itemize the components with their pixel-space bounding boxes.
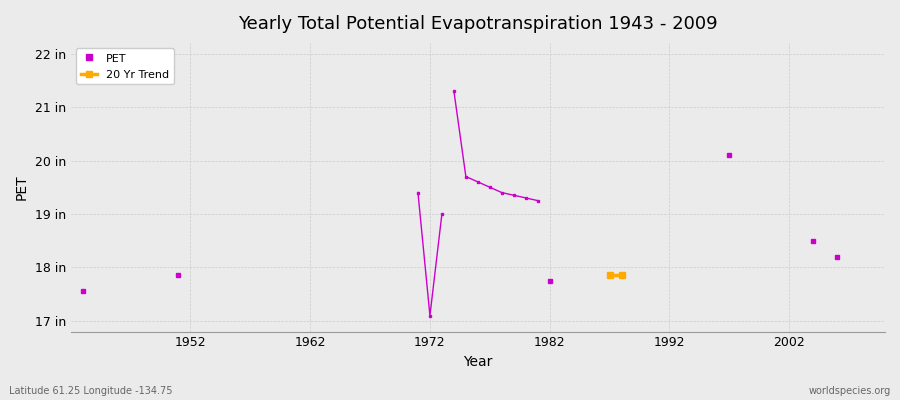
Text: Latitude 61.25 Longitude -134.75: Latitude 61.25 Longitude -134.75 <box>9 386 173 396</box>
Title: Yearly Total Potential Evapotranspiration 1943 - 2009: Yearly Total Potential Evapotranspiratio… <box>238 15 717 33</box>
X-axis label: Year: Year <box>464 355 492 369</box>
Y-axis label: PET: PET <box>15 174 29 200</box>
Text: worldspecies.org: worldspecies.org <box>809 386 891 396</box>
Legend: PET, 20 Yr Trend: PET, 20 Yr Trend <box>76 48 174 84</box>
